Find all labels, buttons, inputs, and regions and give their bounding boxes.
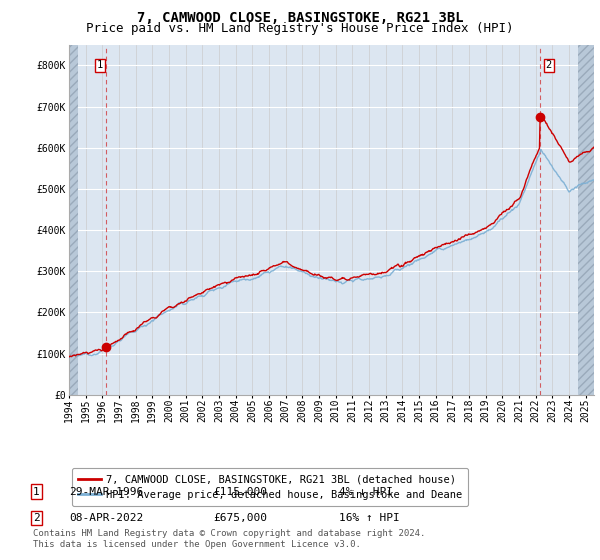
- Text: 16% ↑ HPI: 16% ↑ HPI: [339, 513, 400, 523]
- Text: Price paid vs. HM Land Registry's House Price Index (HPI): Price paid vs. HM Land Registry's House …: [86, 22, 514, 35]
- Text: 29-MAR-1996: 29-MAR-1996: [69, 487, 143, 497]
- Legend: 7, CAMWOOD CLOSE, BASINGSTOKE, RG21 3BL (detached house), HPI: Average price, de: 7, CAMWOOD CLOSE, BASINGSTOKE, RG21 3BL …: [71, 468, 469, 506]
- Text: 1: 1: [97, 60, 103, 71]
- Text: 2: 2: [33, 513, 40, 523]
- Text: 7, CAMWOOD CLOSE, BASINGSTOKE, RG21 3BL: 7, CAMWOOD CLOSE, BASINGSTOKE, RG21 3BL: [137, 11, 463, 25]
- Text: 08-APR-2022: 08-APR-2022: [69, 513, 143, 523]
- Bar: [69, 45, 78, 395]
- Text: £675,000: £675,000: [213, 513, 267, 523]
- Text: 1: 1: [33, 487, 40, 497]
- Text: Contains HM Land Registry data © Crown copyright and database right 2024.
This d: Contains HM Land Registry data © Crown c…: [33, 529, 425, 549]
- Bar: [578, 45, 600, 395]
- Text: 4% ↓ HPI: 4% ↓ HPI: [339, 487, 393, 497]
- Text: 2: 2: [545, 60, 551, 71]
- Text: £115,000: £115,000: [213, 487, 267, 497]
